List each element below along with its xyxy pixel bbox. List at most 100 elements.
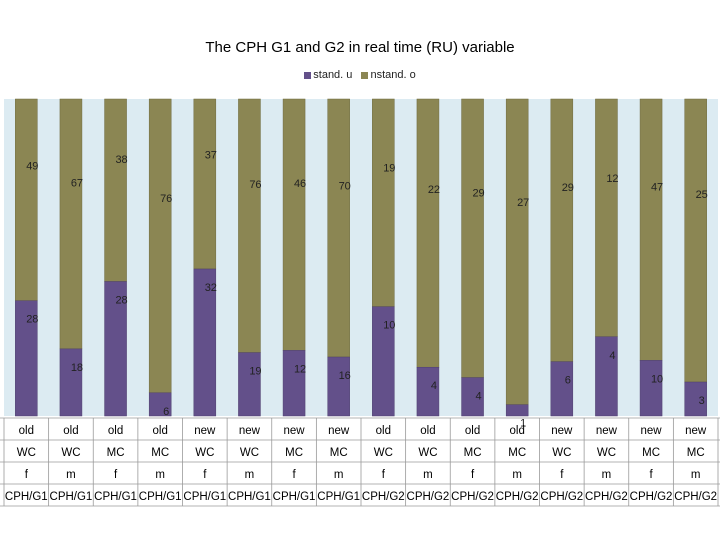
category-tick-label: old: [19, 425, 34, 437]
bar-nstand-o: [193, 98, 217, 270]
category-tick-label: old: [465, 425, 480, 437]
bar-stand-u: [684, 381, 707, 417]
bar-nstand-o: [372, 98, 395, 307]
category-tick-label: CPH/G2: [540, 491, 583, 503]
bar-nstand-o: [104, 98, 127, 282]
bar-nstand-o: [148, 98, 172, 394]
bar-stand-u: [416, 366, 440, 417]
bar-stand-u: [595, 336, 618, 417]
category-tick-label: CPH/G1: [317, 491, 360, 503]
category-tick-label: new: [641, 425, 663, 437]
data-label-stand-u: 4: [476, 391, 482, 403]
data-label-stand-u: 6: [163, 406, 169, 418]
category-tick-label: MC: [151, 447, 169, 459]
data-label-nstand-o: 25: [696, 189, 708, 201]
category-tick-label: CPH/G2: [585, 491, 628, 503]
category-tick-label: m: [512, 469, 522, 481]
data-label-stand-u: 6: [565, 375, 571, 387]
data-label-nstand-o: 67: [71, 177, 83, 189]
category-tick-label: f: [292, 469, 296, 481]
category-tick-label: m: [334, 469, 344, 481]
category-tick-label: m: [423, 469, 433, 481]
bar-nstand-o: [238, 98, 261, 353]
category-tick-label: CPH/G1: [139, 491, 182, 503]
category-tick-label: f: [203, 469, 207, 481]
bar-stand-u: [282, 350, 306, 417]
category-tick-label: MC: [285, 447, 303, 459]
data-label-nstand-o: 76: [160, 193, 172, 205]
category-tick-label: m: [66, 469, 76, 481]
data-label-nstand-o: 76: [249, 179, 261, 191]
category-tick-label: MC: [508, 447, 526, 459]
bar-nstand-o: [550, 98, 574, 362]
bar-stand-u: [15, 300, 38, 417]
category-tick-label: WC: [552, 447, 571, 459]
category-tick-label: WC: [17, 447, 36, 459]
data-label-nstand-o: 19: [383, 163, 395, 175]
data-label-stand-u: 4: [609, 350, 615, 362]
category-tick-label: CPH/G1: [183, 491, 226, 503]
bar-stand-u: [550, 361, 574, 417]
data-label-nstand-o: 22: [428, 184, 440, 196]
data-label-stand-u: 18: [71, 362, 83, 374]
bar-stand-u: [639, 360, 663, 417]
category-tick-label: m: [155, 469, 165, 481]
category-tick-label: new: [596, 425, 618, 437]
data-label-nstand-o: 46: [294, 178, 306, 190]
category-tick-label: CPH/G1: [50, 491, 93, 503]
category-tick-label: f: [382, 469, 386, 481]
category-tick-label: new: [194, 425, 216, 437]
category-tick-label: new: [284, 425, 306, 437]
legend: stand. u nstand. o: [0, 69, 720, 81]
category-tick-label: WC: [597, 447, 616, 459]
data-label-stand-u: 28: [26, 314, 38, 326]
legend-item-nstand-o: nstand. o: [361, 69, 416, 81]
bar-nstand-o: [461, 98, 484, 378]
data-label-stand-u: 1: [520, 418, 526, 430]
legend-swatch-stand-u: [304, 71, 312, 79]
category-tick-label: old: [376, 425, 391, 437]
data-label-nstand-o: 70: [339, 180, 351, 192]
chart-title: The CPH G1 and G2 in real time (RU) vari…: [205, 39, 515, 56]
bar-nstand-o: [59, 98, 83, 350]
category-tick-label: new: [685, 425, 707, 437]
category-tick-label: CPH/G1: [94, 491, 137, 503]
category-tick-label: m: [691, 469, 701, 481]
legend-label-nstand-o: nstand. o: [370, 69, 416, 81]
bar-nstand-o: [15, 98, 38, 301]
bar-nstand-o: [595, 98, 618, 337]
category-tick-label: MC: [687, 447, 705, 459]
category-tick-label: MC: [642, 447, 660, 459]
category-tick-label: CPH/G2: [674, 491, 717, 503]
bar-nstand-o: [327, 98, 350, 358]
category-tick-label: CPH/G2: [496, 491, 539, 503]
category-tick-label: CPH/G1: [5, 491, 48, 503]
legend-label-stand-u: stand. u: [313, 69, 353, 81]
data-label-nstand-o: 49: [26, 161, 38, 173]
legend-swatch-nstand-o: [361, 71, 369, 79]
bar-stand-u: [372, 306, 395, 417]
data-label-nstand-o: 29: [562, 182, 574, 194]
data-label-stand-u: 4: [431, 380, 437, 392]
legend-item-stand-u: stand. u: [304, 69, 352, 81]
category-tick-label: WC: [195, 447, 214, 459]
bar-nstand-o: [282, 98, 306, 351]
data-label-nstand-o: 37: [205, 149, 217, 161]
category-tick-label: m: [602, 469, 612, 481]
data-label-stand-u: 12: [294, 363, 306, 375]
category-tick-label: WC: [240, 447, 259, 459]
category-tick-label: CPH/G2: [362, 491, 405, 503]
category-tick-label: WC: [418, 447, 437, 459]
bar-stand-u: [148, 392, 172, 417]
bar-nstand-o: [684, 98, 707, 383]
data-label-nstand-o: 12: [606, 173, 618, 185]
category-tick-label: f: [114, 469, 118, 481]
category-tick-label: WC: [61, 447, 80, 459]
bar-stand-u: [327, 356, 350, 417]
data-label-stand-u: 16: [339, 370, 351, 382]
bar-stand-u: [505, 404, 529, 417]
bar-stand-u: [238, 352, 261, 417]
category-tick-label: CPH/G2: [407, 491, 450, 503]
category-tick-label: MC: [464, 447, 482, 459]
category-tick-label: old: [510, 425, 525, 437]
